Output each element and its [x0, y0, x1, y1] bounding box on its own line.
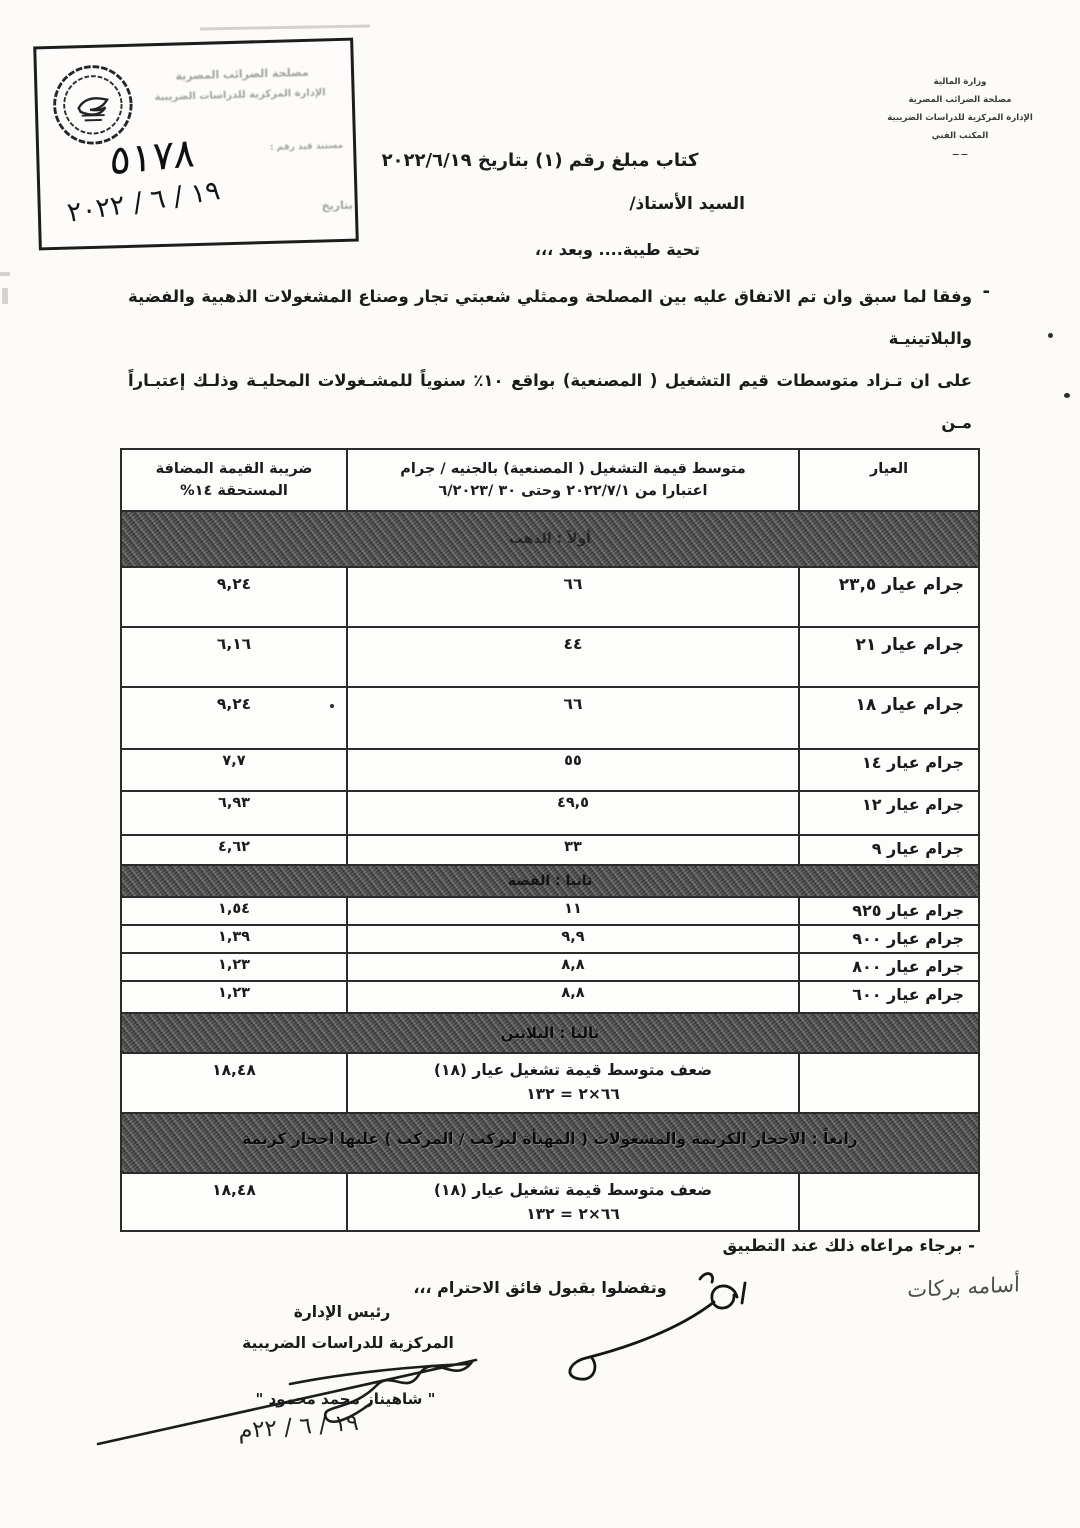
- karat-cell: جرام عيار ٦٠٠: [798, 982, 978, 1012]
- value-cell: ٨,٨: [346, 982, 798, 1012]
- value-cell: ضعف متوسط قيمة تشغيل عيار (١٨) ٦٦×٢ = ١٣…: [346, 1054, 798, 1112]
- table-row: جرام عيار ١٢ ٤٩,٥ ٦,٩٣: [122, 790, 978, 834]
- vat-cell: ١,٥٤: [217, 901, 251, 917]
- karat-cell: جرام عيار ٢١: [798, 628, 978, 686]
- table-row: ضعف متوسط قيمة تشغيل عيار (١٨) ٦٦×٢ = ١٣…: [122, 1172, 978, 1230]
- stamp-date: ١٩ / ٦ / ٢٠٢٢: [65, 175, 223, 229]
- value-cell: ٦٦: [346, 688, 798, 748]
- eagle-seal-icon: [53, 65, 133, 145]
- col-header-vat-line: ضريبة القيمة المضافة: [155, 461, 313, 477]
- letterhead-line: مصلحة الضرائب المصرية: [908, 94, 1012, 105]
- letterhead-divider: ــ ــ: [952, 148, 968, 159]
- stamp-date-label: بتاريخ: [321, 198, 353, 213]
- section-band-platinum: ثالثا : البلاتين: [122, 1012, 978, 1052]
- table-row: جرام عيار ٦٠٠ ٨,٨ ١,٢٣: [122, 980, 978, 1012]
- value-line: ضعف متوسط قيمة تشغيل عيار (١٨): [433, 1181, 713, 1199]
- vat-cell: ٦,١٦: [216, 635, 252, 653]
- addressee-line: السيد الأستاذ/: [629, 194, 745, 214]
- value-cell: ٥٥: [346, 750, 798, 790]
- karat-cell: جرام عيار ١٨: [798, 688, 978, 748]
- stamp-number: ٥١٧٨: [109, 129, 196, 185]
- rates-table: العيار متوسط قيمة التشغيل ( المصنعية) با…: [120, 448, 980, 1232]
- karat-cell: جرام عيار ٩٠٠: [798, 926, 978, 952]
- paragraph-dash: -: [982, 281, 990, 302]
- vat-cell: ٤,٦٢: [217, 839, 251, 855]
- col-header-value: متوسط قيمة التشغيل ( المصنعية) بالجنيه /…: [346, 450, 798, 510]
- stamp-agency-line: الإدارة المركزية للدراسات الضريبية: [154, 87, 326, 104]
- karat-cell: جرام عيار ٩: [798, 836, 978, 864]
- karat-cell: جرام عيار ٢٣,٥: [798, 568, 978, 626]
- table-row: جرام عيار ٩٠٠ ٩,٩ ١,٣٩: [122, 924, 978, 952]
- table-row: جرام عيار ١٨ ٦٦ ٩,٢٤: [122, 686, 978, 748]
- value-cell: ٣٣: [346, 836, 798, 864]
- karat-cell: جرام عيار ٨٠٠: [798, 954, 978, 980]
- vat-cell: ٧,٧: [222, 753, 246, 769]
- application-note: - برجاء مراعاه ذلك عند التطبيق: [722, 1236, 975, 1255]
- col-header-value-line: متوسط قيمة التشغيل ( المصنعية) بالجنيه /…: [400, 461, 746, 477]
- greeting-line: تحية طيبة.... وبعد ،،،: [534, 240, 700, 259]
- karat-cell: جرام عيار ١٢: [798, 792, 978, 834]
- karat-cell: [798, 1054, 978, 1112]
- value-line: ٦٦×٢ = ١٣٢: [526, 1205, 620, 1223]
- karat-cell: جرام عيار ٩٢٥: [798, 898, 978, 924]
- col-header-value-line: اعتبارا من ٢٠٢٢/٧/١ وحتى ٣٠ /٦/٢٠٢٣: [438, 483, 708, 500]
- stamp-agency-line: مصلحة الضرائب المصرية: [175, 65, 309, 83]
- letterhead-line: المكتب الفني: [931, 130, 989, 141]
- handwritten-note: أسامه بركات: [907, 1272, 1021, 1303]
- karat-cell: جرام عيار ١٤: [798, 750, 978, 790]
- scan-artifact: [330, 704, 334, 708]
- value-cell: ٤٩,٥: [346, 792, 798, 834]
- compliment-close: وتفضلوا بقبول فائق الاحترام ،،،: [413, 1278, 667, 1297]
- value-cell: ٦٦: [346, 568, 798, 626]
- value-cell: ٨,٨: [346, 954, 798, 980]
- signer-name: " شاهيناز محمد محمود ": [255, 1390, 436, 1408]
- table-row: جرام عيار ٩ ٣٣ ٤,٦٢: [122, 834, 978, 864]
- scan-artifact: [0, 271, 11, 277]
- col-header-vat: ضريبة القيمة المضافة المستحقة ١٤%: [122, 450, 346, 510]
- table-row: ضعف متوسط قيمة تشغيل عيار (١٨) ٦٦×٢ = ١٣…: [122, 1052, 978, 1112]
- col-header-vat-line: المستحقة ١٤%: [180, 483, 288, 500]
- vat-cell: ١,٣٩: [217, 929, 251, 945]
- vat-cell: ١٨,٤٨: [212, 1181, 256, 1199]
- signer-title-line: رئيس الإدارة: [293, 1303, 391, 1321]
- vat-cell: ٩,٢٤: [216, 575, 252, 593]
- handwritten-date: ١٩ / ٦ / ٢٢م: [237, 1409, 360, 1445]
- table-row: جرام عيار ١٤ ٥٥ ٧,٧: [122, 748, 978, 790]
- value-cell: ضعف متوسط قيمة تشغيل عيار (١٨) ٦٦×٢ = ١٣…: [346, 1174, 798, 1230]
- col-header-karat: العيار: [798, 450, 978, 510]
- paragraph-line: على ان تـزاد متوسطات قيم التشغيل ( المصن…: [128, 371, 972, 432]
- vat-cell: ١٨,٤٨: [212, 1061, 256, 1079]
- scan-artifact: [1, 287, 9, 305]
- table-header-row: العيار متوسط قيمة التشغيل ( المصنعية) با…: [122, 450, 978, 510]
- scan-artifact: [1048, 333, 1053, 338]
- section-band-silver: ثانيا : الفضة: [122, 864, 978, 896]
- value-cell: ٤٤: [346, 628, 798, 686]
- letter-title: كتاب مبلغ رقم (١) بتاريخ ٢٠٢٢/٦/١٩: [381, 150, 699, 171]
- letterhead-line: وزارة المالية: [933, 77, 987, 87]
- vat-cell: ١,٢٣: [217, 957, 251, 973]
- table-row: جرام عيار ٢٣,٥ ٦٦ ٩,٢٤: [122, 566, 978, 626]
- table-row: جرام عيار ٩٢٥ ١١ ١,٥٤: [122, 896, 978, 924]
- section-band-gems: رابعاً : الأحجار الكريمة والمشغولات ( ال…: [122, 1112, 978, 1172]
- scan-artifact: [199, 24, 371, 31]
- paragraph-line: وفقا لما سبق وان تم الاتفاق عليه بين الم…: [128, 287, 972, 348]
- registry-stamp: مصلحة الضرائب المصرية الإدارة المركزية ل…: [33, 37, 359, 251]
- value-line: ٦٦×٢ = ١٣٢: [526, 1085, 620, 1103]
- letterhead-line: الإدارة المركزية للدراسات الضريبية: [887, 112, 1033, 123]
- letterhead: وزارة المالية مصلحة الضرائب المصرية الإد…: [880, 74, 1040, 163]
- value-cell: ١١: [346, 898, 798, 924]
- karat-cell: [798, 1174, 978, 1230]
- table-row: جرام عيار ٢١ ٤٤ ٦,١٦: [122, 626, 978, 686]
- signer-title-line: المركزية للدراسات الضريبية: [242, 1334, 454, 1352]
- value-cell: ٩,٩: [346, 926, 798, 952]
- vat-cell: ٩,٢٤: [216, 695, 252, 713]
- section-band-gold: أولاً : الذهب: [122, 510, 978, 566]
- vat-cell: ١,٢٣: [217, 985, 251, 1001]
- vat-cell: ٦,٩٣: [217, 795, 251, 811]
- table-row: جرام عيار ٨٠٠ ٨,٨ ١,٢٣: [122, 952, 978, 980]
- scan-artifact: [1064, 393, 1070, 398]
- value-line: ضعف متوسط قيمة تشغيل عيار (١٨): [433, 1061, 713, 1079]
